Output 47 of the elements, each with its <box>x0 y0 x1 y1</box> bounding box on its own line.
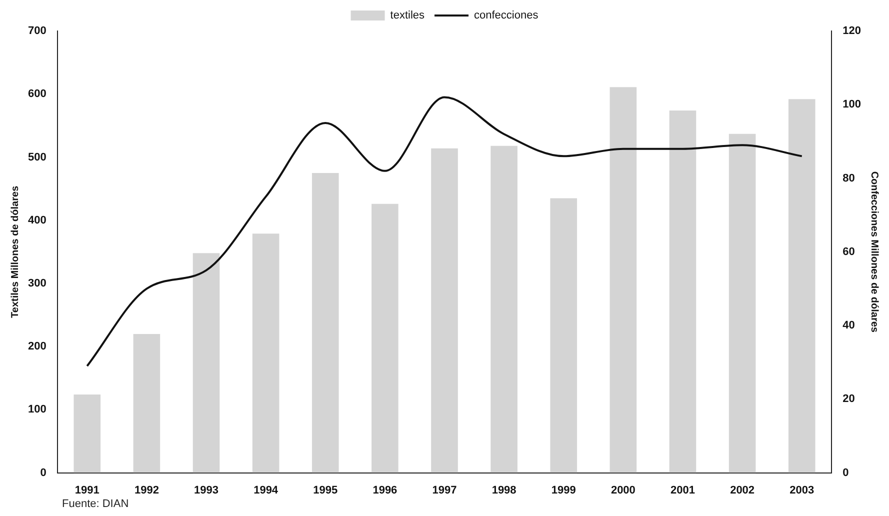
y-axis-title: Textiles Millones de dólares <box>10 185 21 318</box>
y2-tick-label: 0 <box>842 466 849 479</box>
y2-tick-label: 60 <box>842 246 855 258</box>
bar <box>133 334 160 473</box>
y2-tick-label: 120 <box>842 25 862 38</box>
x-tick-label: 1995 <box>313 484 338 496</box>
bar <box>74 394 101 473</box>
bar <box>669 110 696 473</box>
bar <box>252 234 280 473</box>
x-tick-label: 1998 <box>492 484 516 496</box>
y-tick-label: 100 <box>28 404 46 416</box>
y-tick-label: 700 <box>28 25 46 38</box>
x-tick-label: 2002 <box>730 484 755 496</box>
bar <box>490 146 518 473</box>
y2-tick-label: 100 <box>842 98 862 111</box>
y-tick-label: 200 <box>28 340 46 353</box>
x-tick-label: 1993 <box>194 484 218 496</box>
x-tick-label: 1994 <box>254 484 279 496</box>
x-tick-label: 1999 <box>551 484 576 496</box>
line-series <box>86 96 803 368</box>
y-tick-label: 400 <box>28 214 46 226</box>
legend-label: confecciones <box>474 10 539 22</box>
x-tick-label: 1997 <box>432 484 457 496</box>
bar <box>372 204 398 473</box>
y2-tick-label: 20 <box>842 393 855 406</box>
bar <box>788 99 816 473</box>
y-tick-label: 600 <box>28 88 46 100</box>
bar <box>610 87 637 473</box>
x-tick-label: 1996 <box>372 484 398 496</box>
bar <box>312 173 339 473</box>
y-tick-label: 300 <box>28 277 46 290</box>
bar <box>728 134 756 473</box>
x-tick-label: 2003 <box>790 484 814 496</box>
source-note: Fuente: DIAN <box>62 498 129 510</box>
y-tick-label: 0 <box>40 466 46 479</box>
y2-tick-label: 40 <box>842 320 855 332</box>
legend-label: textiles <box>390 10 426 22</box>
x-tick-label: 2000 <box>610 484 636 496</box>
y2-tick-label: 80 <box>842 172 855 184</box>
x-tick-label: 1991 <box>74 484 100 496</box>
y2-axis-title: Confecciones Millones de dólares <box>868 171 880 333</box>
bar <box>550 198 578 473</box>
x-tick-label: 1992 <box>134 484 159 496</box>
x-tick-label: 2001 <box>670 484 695 496</box>
bar <box>431 148 458 473</box>
bar <box>192 253 220 473</box>
y-tick-label: 500 <box>28 151 46 164</box>
